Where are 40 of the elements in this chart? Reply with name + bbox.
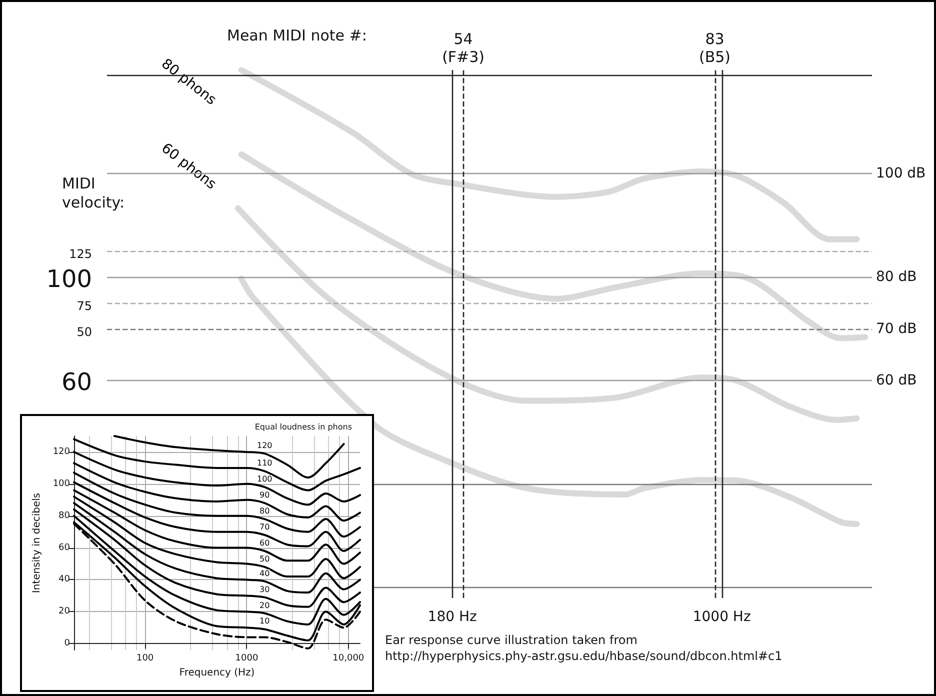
y-tick-label: 60 dB xyxy=(876,372,917,389)
series-label: 120 xyxy=(257,441,272,450)
y-tick-label: 80 dB xyxy=(876,269,917,286)
text: Mean MIDI note #: xyxy=(227,26,367,44)
y-tick-label: 70 dB xyxy=(876,320,917,337)
text: Ear response curve illustration taken from xyxy=(385,633,638,647)
y-axis-title: Intensity in decibels xyxy=(31,492,42,594)
y-tick-label: 40 xyxy=(58,574,70,585)
series-label: 110 xyxy=(257,458,272,468)
y-tick-label: 120 xyxy=(52,446,70,457)
series-label: 40 xyxy=(260,568,270,578)
y-tick-label: 80 xyxy=(58,510,70,521)
series-label: 60 xyxy=(260,538,270,548)
y-tick-label: 0 xyxy=(64,638,70,649)
x-axis-title: Frequency (Hz) xyxy=(179,668,255,678)
text: 50 xyxy=(76,325,92,339)
x-tick-label: 1000 xyxy=(235,654,258,664)
x-tick-label: 180 Hz xyxy=(428,609,477,625)
series-label: 30 xyxy=(260,584,270,594)
y-tick-label: 60 xyxy=(58,542,70,553)
text: 75 xyxy=(76,299,92,313)
x-tick-label: 1000 Hz xyxy=(692,609,751,625)
series-label: 20 xyxy=(260,600,270,610)
x-tick-label: 10,000 xyxy=(332,654,364,664)
annotation: Equal loudness in phons xyxy=(254,422,352,432)
ref-line-label: 83 (B5) xyxy=(698,30,731,66)
annotation: MIDI velocity: xyxy=(62,174,125,212)
text: http://hyperphysics.phy-astr.gsu.edu/hbase/sound/dbcon.html#c1 xyxy=(385,649,782,663)
y-tick-label: 100 dB xyxy=(876,166,926,182)
text: 125 xyxy=(69,247,92,261)
series-label: 100 xyxy=(257,474,272,484)
series-label: 10 xyxy=(260,616,270,626)
series-label: 90 xyxy=(260,490,270,500)
series-label: 50 xyxy=(260,554,270,564)
series-label: 70 xyxy=(260,522,270,532)
y-tick-label: 100 xyxy=(52,478,70,489)
series-label: 80 xyxy=(260,506,270,516)
x-tick-label: 100 xyxy=(136,654,154,664)
y-tick-label: 20 xyxy=(58,606,70,617)
ref-line-label: 54 (F#3) xyxy=(442,30,485,66)
